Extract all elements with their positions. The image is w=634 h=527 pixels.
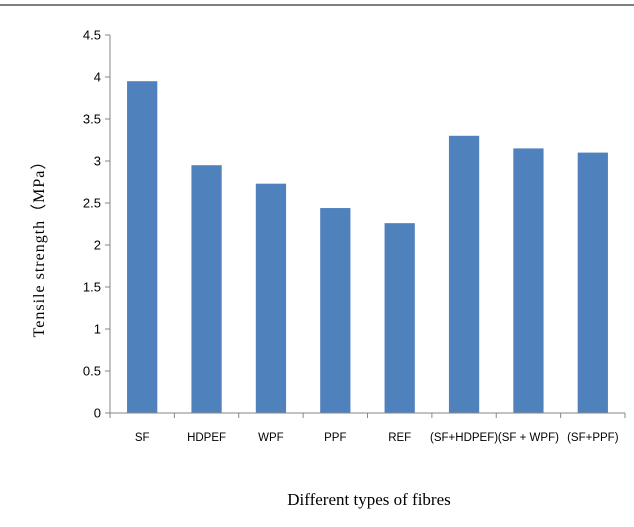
x-tick-label: (SF + WPF) xyxy=(498,432,559,444)
x-tick-label: PPF xyxy=(324,432,346,444)
bar xyxy=(577,152,608,413)
bar xyxy=(448,135,480,414)
x-tick-label: SF xyxy=(135,432,150,444)
y-axis-title: Tensile strength（MPa） xyxy=(30,153,48,338)
y-tick-label: 2 xyxy=(94,238,101,253)
x-tick-label: (SF+PPF) xyxy=(567,432,619,444)
x-tick-label: WPF xyxy=(258,432,284,444)
y-tick-label: 4.5 xyxy=(83,28,101,43)
bar xyxy=(320,208,351,413)
x-axis-title: Different types of fibres xyxy=(287,490,451,509)
y-tick-label: 4 xyxy=(94,70,101,85)
x-tick-label: (SF+HDPEF) xyxy=(430,432,498,444)
bar xyxy=(255,183,287,413)
y-axis-ticks: 0 0.5 1 1.5 2 2.5 3 3.5 4 4.5 xyxy=(83,28,110,421)
y-tick-label: 1.5 xyxy=(83,280,101,295)
bar xyxy=(384,223,415,413)
y-tick-label: 2.5 xyxy=(83,196,101,211)
y-tick-label: 3.5 xyxy=(83,112,101,127)
y-tick-label: 0 xyxy=(94,406,101,421)
y-tick-label: 0.5 xyxy=(83,364,101,379)
y-tick-label: 1 xyxy=(94,322,101,337)
bar xyxy=(513,148,544,413)
x-tick-label: HDPEF xyxy=(187,432,226,444)
x-axis-ticks: SF HDPEF WPF PPF REF (SF+HDPEF) (SF + WPF) (SF+… xyxy=(109,413,626,444)
bar xyxy=(191,165,222,413)
bars xyxy=(127,81,608,414)
bar xyxy=(127,81,158,413)
y-tick-label: 3 xyxy=(94,154,101,169)
x-tick-label: REF xyxy=(388,432,411,444)
